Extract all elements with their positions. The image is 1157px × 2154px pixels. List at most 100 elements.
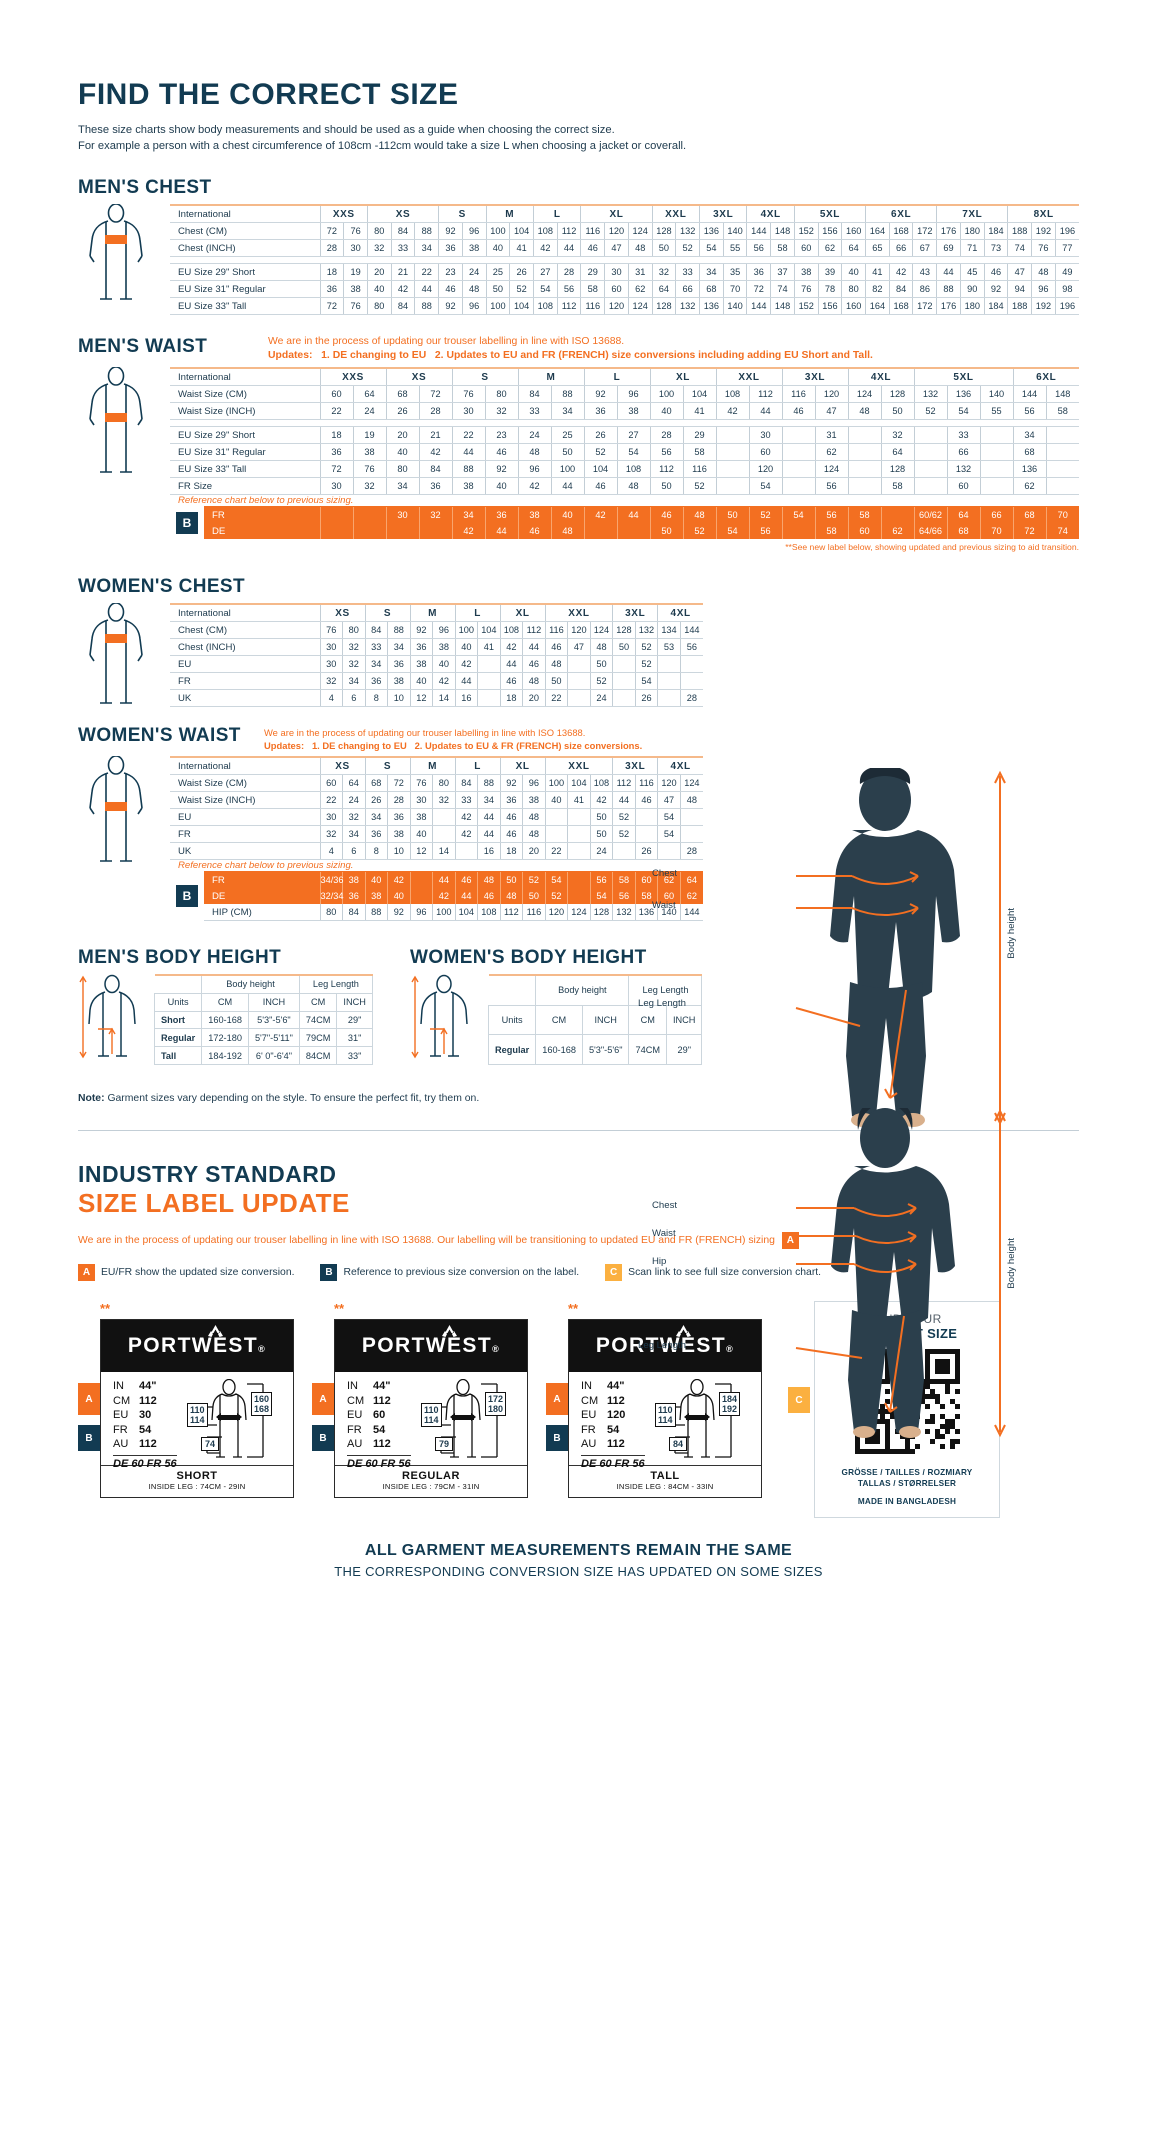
spec-value: 44" bbox=[373, 1380, 391, 1392]
spec-key: AU bbox=[347, 1438, 363, 1450]
cell: 52 bbox=[509, 280, 534, 298]
cell: 76 bbox=[1031, 239, 1056, 257]
cell: 100 bbox=[544, 774, 568, 792]
cell bbox=[583, 523, 617, 539]
size-group-XXL: XXL bbox=[715, 369, 782, 386]
table-header-row: Body height Leg Length bbox=[154, 973, 373, 994]
cell bbox=[913, 443, 947, 461]
cell: 38 bbox=[522, 791, 546, 809]
cell: 44 bbox=[748, 402, 782, 420]
table-row: Waist Size (CM) 60 64 68 72 76 80 84 88 92 96 100 10… bbox=[170, 385, 1079, 403]
legend-list: A EU/FR show the updated size conversion.… bbox=[78, 1264, 1079, 1281]
cell: 10 bbox=[387, 689, 411, 707]
cell: 62 bbox=[814, 443, 848, 461]
size-group-L: L bbox=[454, 605, 501, 622]
table-row: HIP (CM) 80 84 88 92 96 100 104 108 112 116 120 124 1… bbox=[204, 904, 703, 921]
cell: 44 bbox=[477, 825, 501, 843]
cell: 84 bbox=[342, 904, 366, 921]
table-subheader-row: Units CM INCH CM INCH bbox=[153, 992, 373, 1012]
cell: 48 bbox=[847, 402, 881, 420]
cell: 108 bbox=[715, 385, 749, 403]
cell: 38 bbox=[793, 263, 819, 281]
size-group-4XL: 4XL bbox=[657, 758, 703, 775]
cell: 112 bbox=[522, 621, 546, 639]
cell: 48 bbox=[461, 280, 487, 298]
cell: 132 bbox=[913, 385, 947, 403]
cell: 41 bbox=[865, 263, 890, 281]
mens-waist-note-item1: 1. DE changing to EU bbox=[321, 350, 427, 361]
height-range-box: 184 192 bbox=[719, 1392, 741, 1416]
cell bbox=[715, 460, 749, 478]
cell: 48 bbox=[550, 523, 584, 539]
cell: 80 bbox=[385, 460, 419, 478]
cell: 30 bbox=[343, 239, 368, 257]
womens-body-height-table: Body height Leg Length Units CM INCH CM INCH Re… bbox=[487, 973, 703, 1065]
cell: 44 bbox=[477, 808, 501, 826]
cell: 88 bbox=[414, 297, 439, 315]
table-top-rule bbox=[170, 367, 1079, 369]
cell: 104 bbox=[682, 385, 716, 403]
brand-header: PORTWEST® bbox=[101, 1320, 293, 1372]
mens-chest-chart: International XXS XS S M L XL XXL 3XL 4XL 5XL 6XL 7X… bbox=[78, 204, 1079, 315]
spec-key: AU bbox=[113, 1438, 129, 1450]
cell: 32 bbox=[342, 638, 366, 656]
cell: 54 bbox=[616, 443, 650, 461]
cell bbox=[679, 808, 703, 826]
cell: 72 bbox=[319, 222, 344, 240]
cell: 76 bbox=[343, 222, 368, 240]
cell bbox=[847, 443, 881, 461]
cell: 108 bbox=[616, 460, 650, 478]
row-label: EU Size 31" Regular bbox=[170, 280, 320, 298]
cell bbox=[567, 842, 591, 860]
female-leg-length-label: Leg Length bbox=[638, 1340, 687, 1351]
cell: 44 bbox=[556, 239, 581, 257]
spec-key: IN bbox=[347, 1380, 358, 1392]
size-group-S: S bbox=[364, 605, 411, 622]
cell: 50 bbox=[589, 825, 613, 843]
size-group-8XL: 8XL bbox=[1007, 206, 1079, 223]
tag-c-icon: C bbox=[788, 1387, 810, 1413]
row-label: FR Size bbox=[170, 477, 320, 495]
cell bbox=[781, 443, 815, 461]
cell: 32 bbox=[484, 402, 518, 420]
cell: 38 bbox=[517, 506, 551, 523]
cell: 40 bbox=[432, 655, 456, 673]
cell bbox=[979, 443, 1013, 461]
row-label: Waist Size (INCH) bbox=[170, 402, 320, 420]
cell: 36 bbox=[364, 672, 388, 690]
subcol-2: CM bbox=[298, 992, 338, 1012]
cell: 140 bbox=[722, 222, 747, 240]
cell: 38 bbox=[409, 655, 433, 673]
cell: 4 bbox=[319, 689, 343, 707]
cell bbox=[432, 825, 456, 843]
cell: 38 bbox=[343, 280, 368, 298]
cell: 36 bbox=[409, 638, 433, 656]
row-label: International bbox=[170, 369, 320, 386]
table-row: UK 4 6 8 10 12 14 16 18 20 22 24 26 28 bbox=[170, 689, 703, 707]
spec-value: 112 bbox=[139, 1394, 157, 1407]
cell: 56 bbox=[612, 888, 636, 904]
mens-waist-note: We are in the process of updating our tr… bbox=[268, 335, 1079, 363]
cell: 44 bbox=[616, 506, 650, 523]
cell: 112 bbox=[499, 904, 523, 921]
cell: 46 bbox=[583, 477, 617, 495]
cell: 42 bbox=[583, 506, 617, 523]
cell: 52 bbox=[682, 523, 716, 539]
asterisk-marker: ** bbox=[568, 1301, 579, 1316]
womens-chest-figure bbox=[78, 603, 170, 707]
cell: 120 bbox=[567, 621, 591, 639]
size-group-M: M bbox=[409, 605, 456, 622]
cell: 140 bbox=[722, 297, 747, 315]
cell bbox=[385, 523, 419, 539]
table-top-rule bbox=[170, 204, 1079, 206]
tag-a-icon: A bbox=[78, 1264, 95, 1281]
female-torso-icon bbox=[89, 603, 143, 704]
cell bbox=[432, 808, 456, 826]
cell: 48 bbox=[679, 791, 703, 809]
cell: 64 bbox=[342, 774, 366, 792]
row-label: FR bbox=[204, 871, 320, 888]
cell: 98 bbox=[1054, 280, 1079, 298]
cell: 104 bbox=[583, 460, 617, 478]
cell: 88 bbox=[414, 222, 439, 240]
cell: 58 bbox=[770, 239, 795, 257]
